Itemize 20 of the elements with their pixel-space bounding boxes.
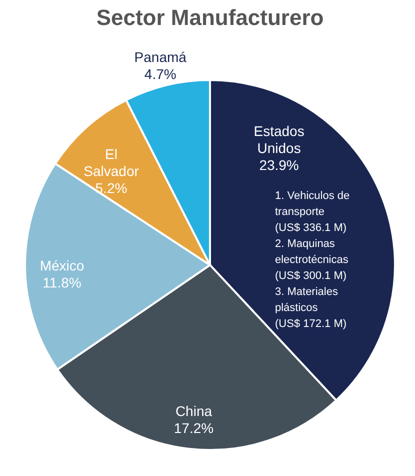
text: (US$ 300.1 M) — [275, 270, 347, 282]
text: transporte — [275, 206, 325, 218]
text: electrotécnicas — [275, 254, 349, 266]
text: (US$ 336.1 M) — [275, 222, 347, 234]
data-label: 5.2% — [95, 180, 128, 196]
text: 2. Maquinas — [275, 238, 336, 250]
data-label: 11.8% — [42, 274, 82, 290]
slice-label: México — [40, 257, 84, 274]
text: plásticos — [275, 302, 318, 314]
data-label: 23.9% — [259, 156, 299, 173]
chart-title: Sector Manufacturero — [96, 5, 324, 30]
data-label: 4.7% — [144, 66, 176, 82]
text: 3. Materiales — [275, 286, 338, 298]
slice-label: Estados Unidos — [254, 122, 304, 156]
slice-label: China — [175, 403, 212, 420]
text: 1. Vehiculos de — [275, 190, 350, 202]
slice-label: Panamá — [134, 48, 187, 65]
slice-label: El Salvador — [84, 146, 140, 179]
data-label: 17.2% — [174, 420, 214, 436]
text: (US$ 172.1 M) — [275, 318, 347, 330]
